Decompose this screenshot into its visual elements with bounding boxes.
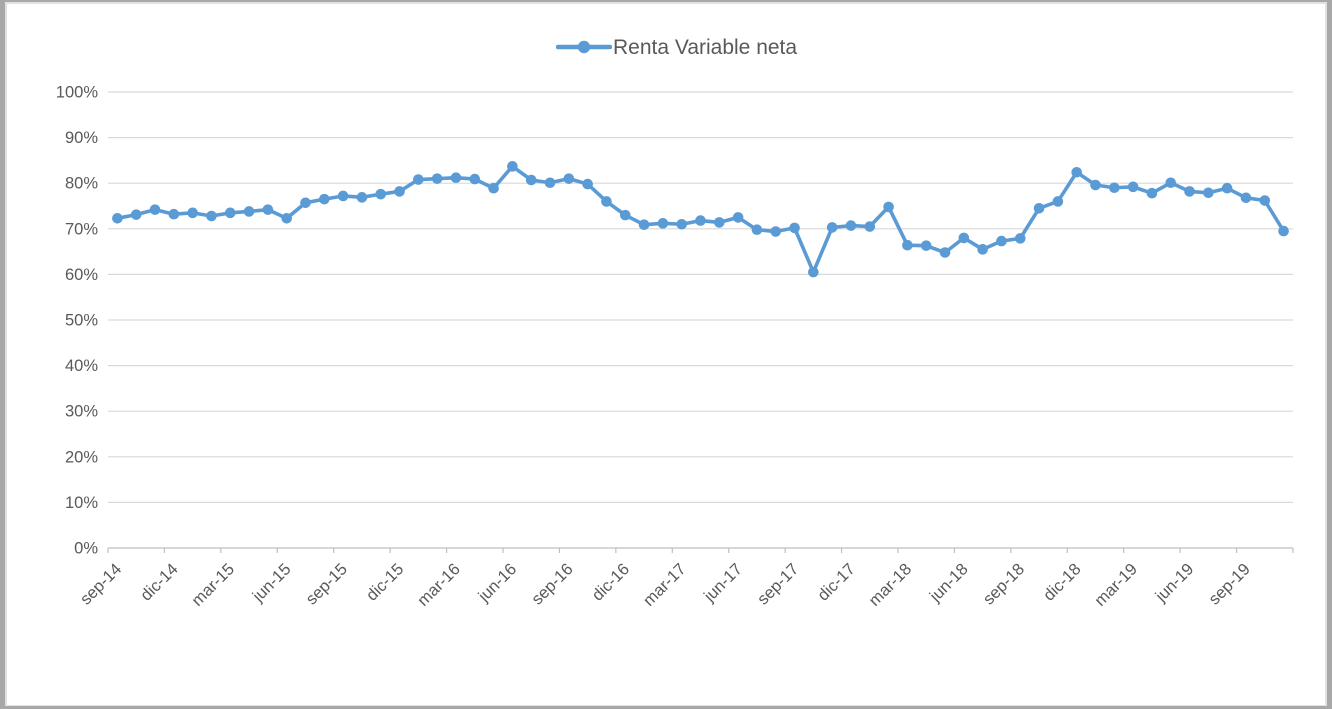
svg-text:mar-17: mar-17	[640, 560, 690, 610]
svg-text:20%: 20%	[65, 448, 98, 466]
svg-text:jun-16: jun-16	[474, 560, 520, 606]
svg-text:mar-18: mar-18	[866, 560, 916, 610]
svg-text:dic-18: dic-18	[1040, 560, 1085, 605]
svg-text:dic-17: dic-17	[814, 560, 859, 605]
svg-text:80%: 80%	[65, 175, 98, 193]
svg-text:sep-17: sep-17	[754, 560, 802, 608]
svg-text:dic-15: dic-15	[363, 560, 408, 605]
svg-text:jun-17: jun-17	[700, 560, 746, 606]
svg-text:0%: 0%	[74, 540, 98, 558]
legend-line-marker-icon	[555, 36, 613, 60]
svg-text:dic-16: dic-16	[589, 560, 634, 605]
chart-legend: Renta Variable neta	[555, 36, 798, 60]
svg-text:30%: 30%	[65, 403, 98, 421]
svg-text:dic-14: dic-14	[137, 560, 182, 605]
svg-text:100%: 100%	[56, 84, 99, 102]
svg-text:sep-19: sep-19	[1205, 560, 1253, 608]
svg-text:40%: 40%	[65, 357, 98, 375]
svg-text:10%: 10%	[65, 494, 98, 512]
svg-text:jun-19: jun-19	[1152, 560, 1198, 606]
svg-text:jun-18: jun-18	[926, 560, 972, 606]
svg-text:sep-15: sep-15	[303, 560, 351, 608]
svg-text:mar-16: mar-16	[414, 560, 464, 610]
line-chart-svg: 0% 10% 20% 30% 40% 50% 60% 70% 80% 90% 100% sep-14 d…	[56, 84, 1294, 610]
svg-text:60%: 60%	[65, 266, 98, 284]
svg-text:sep-16: sep-16	[528, 560, 576, 608]
svg-text:mar-15: mar-15	[188, 560, 238, 610]
legend-label: Renta Variable neta	[613, 36, 798, 59]
svg-text:70%: 70%	[65, 220, 98, 238]
svg-text:90%: 90%	[65, 129, 98, 147]
svg-text:50%: 50%	[65, 312, 98, 330]
svg-text:jun-15: jun-15	[249, 560, 295, 606]
svg-text:sep-14: sep-14	[77, 560, 125, 608]
svg-text:mar-19: mar-19	[1091, 560, 1141, 610]
svg-text:sep-18: sep-18	[980, 560, 1028, 608]
